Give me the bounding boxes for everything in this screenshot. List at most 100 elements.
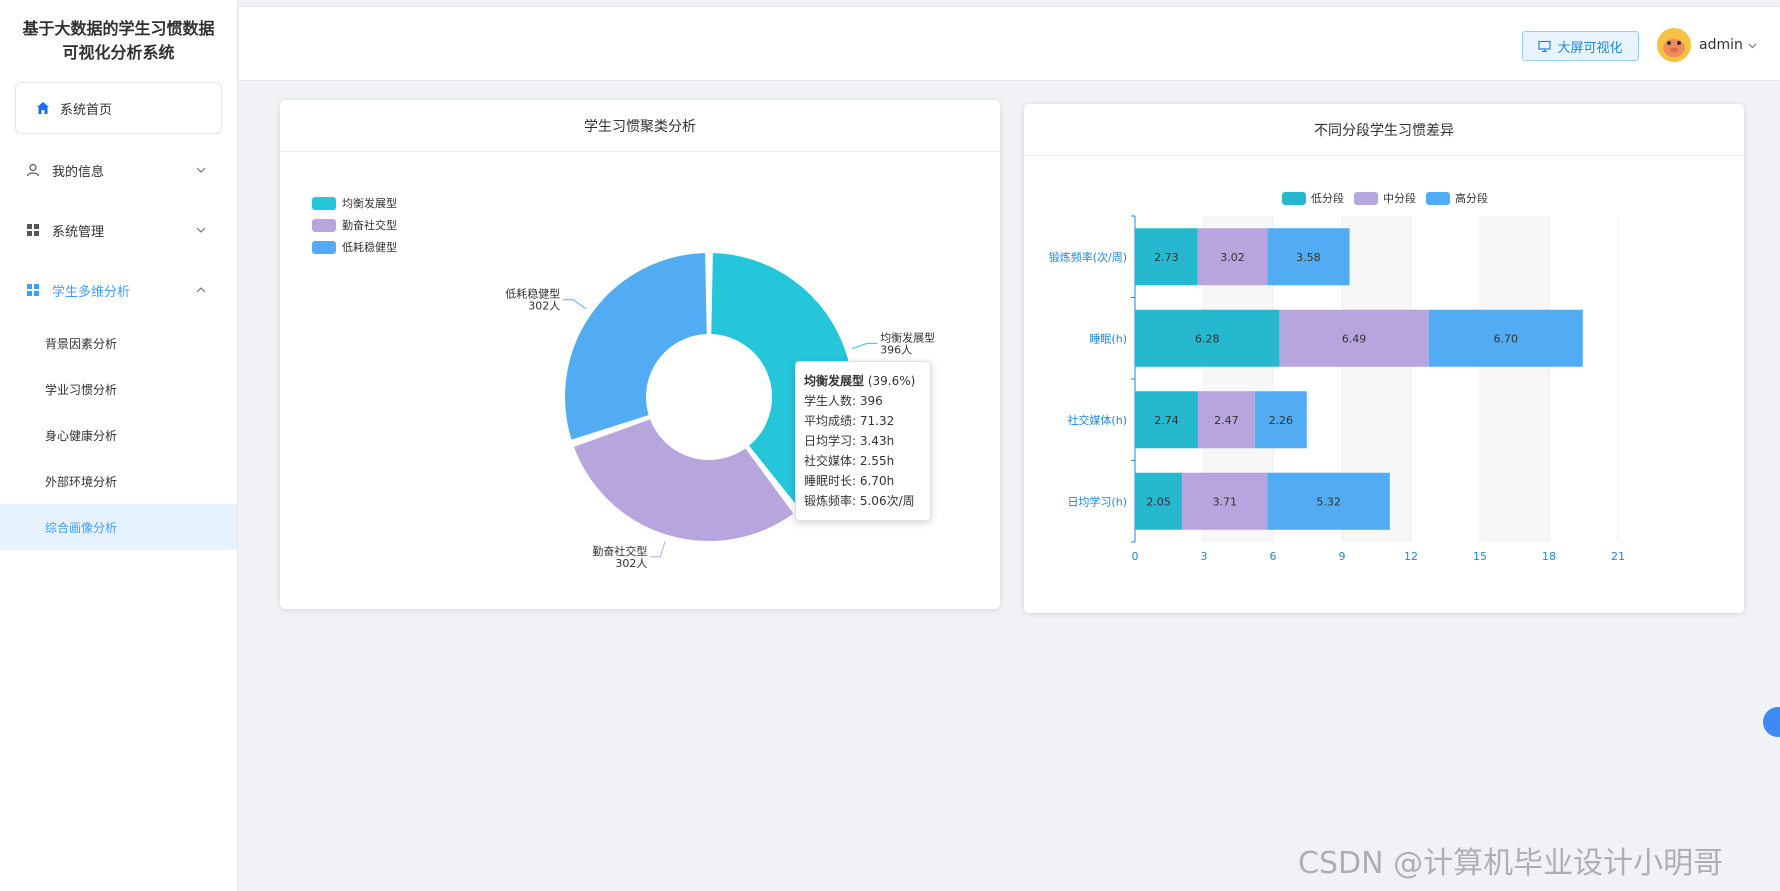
bar-segment[interactable]: [1198, 391, 1255, 449]
bar-segment[interactable]: [1135, 309, 1280, 367]
bar-segment[interactable]: [1135, 472, 1183, 530]
sidebar-item-label: 系统首页: [60, 102, 113, 118]
legend-swatch: [1426, 191, 1450, 205]
legend-swatch: [1354, 191, 1378, 205]
sidebar-subitem-health[interactable]: 身心健康分析: [45, 428, 118, 443]
sidebar-item-label: 系统管理: [52, 224, 105, 240]
sidebar-item-home[interactable]: 系统首页: [15, 82, 222, 134]
x-tick-label: 12: [1404, 550, 1418, 563]
split-area: [1480, 216, 1549, 542]
segment-chart-title: 不同分段学生习惯差异: [1024, 104, 1744, 156]
x-tick-label: 15: [1473, 550, 1487, 563]
sidebar-item-system-management[interactable]: 系统管理: [0, 200, 237, 260]
tooltip-line: 日均学习: 3.43h: [804, 434, 895, 448]
sidebar-subitem-environment[interactable]: 外部环境分析: [45, 474, 118, 489]
legend-item[interactable]: 低耗稳健型: [312, 236, 397, 258]
legend-item[interactable]: 勤奋社交型: [312, 214, 397, 236]
segment-bar-chart: 0 3 6 9 12 15 18 21 锻炼频率(次/周) 2.73 3.02 3.58 睡眠(h) 6.…: [1049, 215, 1625, 563]
tooltip-head: 均衡发展型: [804, 374, 865, 388]
sidebar-subitem-portrait[interactable]: 综合画像分析: [0, 504, 237, 550]
bar-segment[interactable]: [1254, 391, 1307, 449]
app-title-line2: 可视化分析系统: [62, 43, 175, 62]
bar-value-label: 5.32: [1316, 495, 1341, 508]
bar-value-label: 2.47: [1214, 414, 1239, 427]
bar-segment[interactable]: [1182, 472, 1268, 530]
bar-value-label: 2.73: [1154, 251, 1179, 264]
sidebar-item-my-info[interactable]: 我的信息: [0, 140, 237, 200]
slice-count-label: 396人: [880, 343, 912, 356]
cluster-legend: 均衡发展型 勤奋社交型 低耗稳健型: [312, 192, 397, 258]
legend-item[interactable]: 低分段: [1282, 190, 1344, 206]
avatar[interactable]: [1657, 28, 1691, 62]
pie-slice[interactable]: [563, 251, 709, 443]
top-header: 大屏可视化 admin: [239, 6, 1780, 81]
legend-label: 高分段: [1455, 192, 1488, 205]
legend-label: 中分段: [1383, 192, 1416, 205]
slice-count-label: 302人: [528, 300, 560, 313]
chevron-up-icon: [196, 287, 206, 293]
legend-swatch: [1282, 191, 1306, 205]
sidebar-item-label: 我的信息: [52, 164, 105, 180]
bar-segment[interactable]: [1267, 472, 1390, 530]
monitor-icon: [1538, 40, 1552, 52]
user-icon: [26, 163, 40, 177]
big-screen-button[interactable]: 大屏可视化: [1522, 31, 1639, 61]
sidebar-item-label: 学生多维分析: [52, 284, 131, 300]
bar-segment[interactable]: [1267, 228, 1350, 286]
x-tick-label: 9: [1339, 550, 1346, 563]
sidebar-item-student-analysis[interactable]: 学生多维分析: [0, 260, 237, 320]
app-title: 基于大数据的学生习惯数据 可视化分析系统: [0, 0, 237, 82]
bar-segment[interactable]: [1428, 309, 1583, 367]
home-icon: [37, 102, 49, 114]
cluster-chart-title: 学生习惯聚类分析: [280, 100, 1000, 152]
x-tick-label: 3: [1201, 550, 1208, 563]
bar-segment[interactable]: [1197, 228, 1268, 286]
tooltip-line: 锻炼频率: 5.06次/周: [804, 494, 915, 508]
legend-item[interactable]: 高分段: [1426, 190, 1488, 206]
grid-icon: [27, 284, 39, 296]
bar-value-label: 2.05: [1146, 495, 1171, 508]
chevron-down-icon[interactable]: [1747, 40, 1758, 51]
tooltip-line: 社交媒体: 2.55h: [804, 454, 895, 468]
chart-tooltip: 均衡发展型 (39.6%) 学生人数: 396 平均成绩: 71.32 日均学习…: [795, 361, 931, 521]
side-toggle-button[interactable]: [1763, 707, 1780, 737]
legend-item[interactable]: 均衡发展型: [312, 192, 397, 214]
big-screen-label: 大屏可视化: [1557, 40, 1623, 56]
watermark: CSDN @计算机毕业设计小明哥: [1298, 846, 1724, 881]
bar-value-label: 6.70: [1494, 332, 1519, 345]
bar-value-label: 6.28: [1195, 332, 1220, 345]
segment-legend: 低分段 中分段 高分段: [1282, 190, 1488, 206]
label-leader-line: [563, 299, 587, 310]
username[interactable]: admin: [1699, 37, 1743, 53]
slice-count-label: 302人: [615, 557, 647, 570]
sidebar-subitem-academic[interactable]: 学业习惯分析: [45, 382, 118, 397]
bar-value-label: 3.02: [1220, 251, 1245, 264]
x-tick-label: 21: [1611, 550, 1625, 563]
tooltip-line: 睡眠时长: 6.70h: [804, 474, 895, 488]
bar-value-label: 3.71: [1213, 495, 1238, 508]
bar-value-label: 3.58: [1296, 251, 1321, 264]
legend-label: 均衡发展型: [342, 197, 397, 210]
tooltip-pct: (39.6%): [867, 374, 916, 388]
sidebar: 基于大数据的学生习惯数据 可视化分析系统 系统首页 我的信息 系统管理 学生多维…: [0, 0, 238, 891]
app-title-line1: 基于大数据的学生习惯数据: [22, 19, 215, 38]
x-tick-label: 0: [1132, 550, 1139, 563]
legend-swatch: [312, 240, 336, 254]
x-tick-label: 18: [1542, 550, 1556, 563]
pie-slice[interactable]: [571, 416, 797, 543]
legend-swatch: [312, 218, 336, 232]
slice-label: 勤奋社交型: [592, 544, 647, 558]
slice-label: 均衡发展型: [880, 330, 935, 344]
label-leader-line: [650, 541, 666, 558]
bar-segment[interactable]: [1279, 309, 1429, 367]
slice-label: 低耗稳健型: [505, 287, 560, 301]
bar-value-label: 2.26: [1269, 414, 1294, 427]
bar-segment[interactable]: [1135, 391, 1199, 449]
y-category-label: 日均学习(h): [1067, 494, 1127, 508]
y-category-label: 社交媒体(h): [1067, 413, 1127, 427]
tooltip-line: 学生人数: 396: [804, 394, 883, 408]
bar-value-label: 2.74: [1154, 414, 1179, 427]
bar-segment[interactable]: [1135, 228, 1198, 286]
legend-item[interactable]: 中分段: [1354, 190, 1416, 206]
sidebar-subitem-background[interactable]: 背景因素分析: [45, 336, 118, 351]
